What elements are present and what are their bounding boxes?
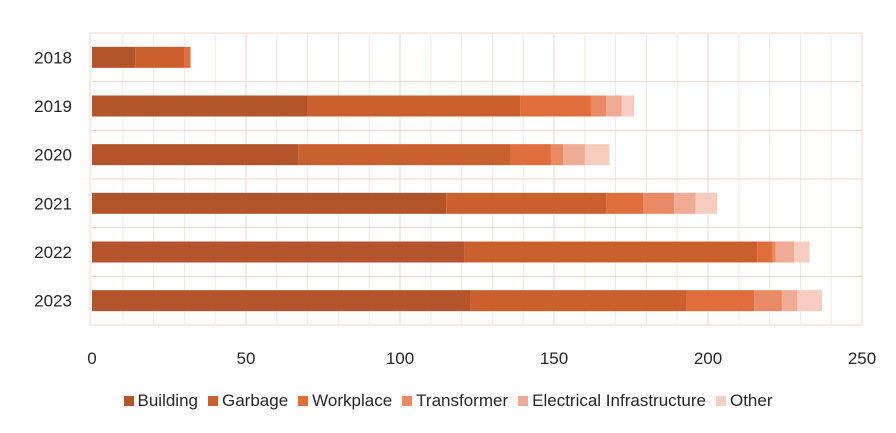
- y-tick-label: 2018: [34, 48, 72, 67]
- bar-segment-building-2022: [92, 241, 465, 263]
- grid-lines: [92, 33, 862, 325]
- bar-segment-building-2021: [92, 192, 447, 214]
- bar-segment-garbage-2018: [135, 46, 185, 68]
- legend-label: Building: [137, 391, 199, 410]
- bar-segment-workplace-2022: [757, 241, 773, 263]
- x-axis-labels: 0 50 100 150 200 250: [87, 349, 876, 368]
- x-tick-label: 100: [386, 349, 414, 368]
- y-tick-label: 2021: [34, 194, 72, 213]
- bar-segment-electrical-infrastructure-2022: [775, 241, 795, 263]
- bar-segment-workplace-2018: [184, 46, 191, 68]
- bar-segment-transformer-2020: [550, 144, 564, 166]
- bar-segment-other-2019: [621, 95, 635, 117]
- legend-item: Electrical Infrastructure: [518, 391, 706, 411]
- bar-segment-workplace-2020: [510, 144, 551, 166]
- y-tick-label: 2019: [34, 97, 72, 116]
- bar-segment-other-2022: [794, 241, 810, 263]
- bar-segment-building-2018: [92, 46, 136, 68]
- legend-item: Building: [123, 391, 199, 411]
- legend-item: Other: [715, 391, 773, 411]
- legend-swatch: [123, 396, 134, 406]
- bar-segment-other-2020: [584, 144, 610, 166]
- bar-segment-workplace-2021: [606, 192, 644, 214]
- legend-swatch: [518, 396, 529, 406]
- legend-label: Other: [729, 391, 773, 410]
- legend-label: Garbage: [222, 391, 289, 410]
- bar-segment-garbage-2021: [446, 192, 607, 214]
- legend-item: Workplace: [298, 391, 392, 411]
- bar-segment-building-2023: [92, 290, 471, 312]
- x-tick-label: 250: [848, 349, 876, 368]
- bar-segment-other-2023: [797, 290, 822, 312]
- legend-label: Electrical Infrastructure: [532, 391, 706, 410]
- legend-item: Garbage: [208, 391, 288, 411]
- y-axis-labels: 2018 2019 2020 2021 2022 2023: [34, 48, 72, 310]
- x-tick-label: 0: [87, 349, 96, 368]
- stacked-bar-chart: 2018 2019 2020 2021 2022 2023 0 50 100 150 200 250: [34, 32, 876, 368]
- legend-item: Transformer: [402, 391, 508, 411]
- bar-segment-transformer-2019: [590, 95, 607, 117]
- bar-segment-building-2019: [92, 95, 308, 117]
- legend-swatch: [402, 396, 413, 406]
- legend: Building Garbage Workplace Transformer Elect…: [0, 391, 896, 411]
- legend-label: Transformer: [416, 391, 509, 410]
- bar-segment-garbage-2020: [298, 144, 511, 166]
- bar-segment-other-2021: [695, 192, 718, 214]
- bar-segment-workplace-2019: [520, 95, 591, 117]
- legend-swatch: [298, 396, 309, 406]
- x-tick-label: 200: [694, 349, 722, 368]
- bar-segment-electrical-infrastructure-2021: [674, 192, 696, 214]
- legend-swatch: [715, 396, 726, 406]
- bar-segment-electrical-infrastructure-2020: [563, 144, 585, 166]
- legend-swatch: [208, 396, 218, 406]
- bar-segment-garbage-2022: [464, 241, 758, 263]
- bar-segment-garbage-2019: [307, 95, 521, 117]
- legend-label: Workplace: [312, 391, 393, 410]
- y-tick-label: 2020: [34, 146, 72, 165]
- bar-segment-transformer-2022: [772, 241, 776, 263]
- y-tick-label: 2023: [34, 292, 72, 311]
- y-tick-label: 2022: [34, 243, 72, 262]
- bar-segment-electrical-infrastructure-2019: [606, 95, 622, 117]
- bar-segment-transformer-2021: [643, 192, 675, 214]
- bar-segment-transformer-2023: [754, 290, 782, 312]
- x-tick-label: 150: [540, 349, 568, 368]
- bars: [92, 46, 822, 312]
- x-tick-label: 50: [237, 349, 256, 368]
- bar-segment-workplace-2023: [686, 290, 755, 312]
- bar-segment-electrical-infrastructure-2023: [781, 290, 798, 312]
- bar-segment-garbage-2023: [470, 290, 687, 312]
- bar-segment-building-2020: [92, 144, 299, 166]
